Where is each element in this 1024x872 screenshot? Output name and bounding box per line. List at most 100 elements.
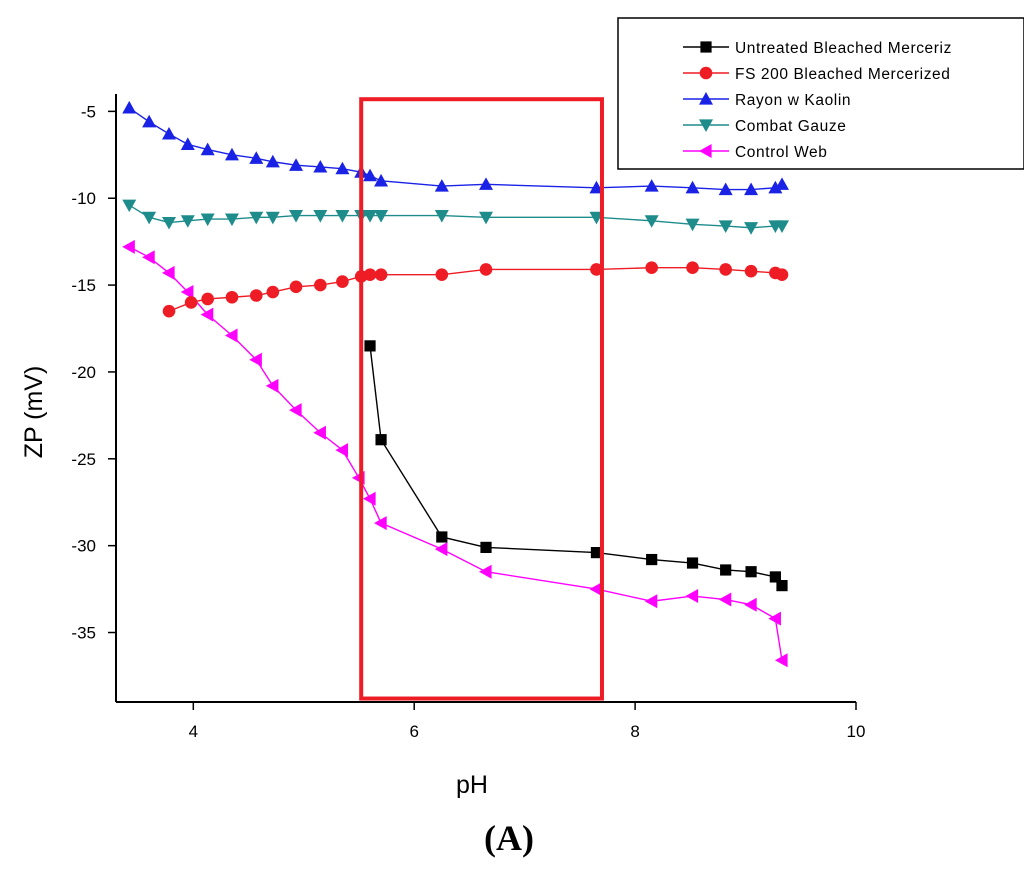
data-point <box>289 403 302 418</box>
y-tick-label: -35 <box>71 624 96 643</box>
data-point <box>335 443 349 458</box>
data-point <box>745 566 757 578</box>
data-point <box>374 210 389 223</box>
y-axis-title: ZP (mV) <box>20 366 48 459</box>
series-4 <box>122 199 789 235</box>
data-point <box>479 564 492 579</box>
data-point <box>289 210 304 223</box>
data-point <box>375 434 387 446</box>
data-point <box>162 304 176 318</box>
data-point <box>200 213 215 227</box>
legend-label: Untreated Bleached Merceriz <box>735 40 952 57</box>
data-point <box>364 340 376 352</box>
legend-marker <box>699 119 713 132</box>
data-point <box>686 261 699 275</box>
data-point <box>480 541 492 553</box>
data-point <box>225 290 239 304</box>
data-point <box>434 542 448 557</box>
data-point <box>266 285 280 299</box>
data-point <box>363 491 376 506</box>
legend-label: FS 200 Bleached Mercerized <box>735 66 950 83</box>
legend: Untreated Bleached Merceriz FS 200 Bleach… <box>617 17 1024 170</box>
y-tick-label: -10 <box>71 189 96 208</box>
series-line <box>369 345 783 587</box>
data-point <box>162 265 175 280</box>
data-point <box>718 592 732 607</box>
data-point <box>265 378 279 393</box>
data-point <box>744 264 758 278</box>
data-point <box>374 516 387 531</box>
data-point <box>313 159 328 173</box>
data-point <box>201 292 214 306</box>
legend-label: Control Web <box>735 144 827 161</box>
data-point <box>224 147 239 161</box>
data-point <box>744 222 759 235</box>
y-tick-label: -20 <box>71 363 96 382</box>
legend-marker <box>699 66 713 80</box>
series-2 <box>162 261 789 318</box>
data-point <box>775 268 789 281</box>
data-point <box>644 179 659 192</box>
data-point <box>776 580 788 592</box>
data-point <box>590 263 603 276</box>
data-point <box>200 307 214 322</box>
data-point <box>162 126 177 140</box>
data-point <box>434 210 449 223</box>
data-point <box>434 179 449 192</box>
data-point <box>249 352 262 367</box>
series-5 <box>122 239 788 668</box>
data-point <box>249 211 264 225</box>
data-point <box>289 158 304 171</box>
data-point <box>719 263 732 276</box>
legend-entry: FS 200 Bleached Mercerized <box>683 66 950 83</box>
data-point <box>180 137 195 150</box>
data-point <box>685 180 700 194</box>
data-point <box>313 210 328 223</box>
data-point <box>436 531 448 543</box>
data-point <box>363 210 378 223</box>
data-point <box>645 261 658 275</box>
data-point <box>775 177 789 190</box>
data-point <box>718 220 733 234</box>
data-point <box>479 177 493 190</box>
x-tick-label: 10 <box>847 722 866 741</box>
legend-box <box>617 17 1024 170</box>
legend-entry: Combat Gauze <box>683 118 846 135</box>
y-tick-label: -15 <box>71 276 96 295</box>
data-point <box>744 597 757 612</box>
plot-area: 4 6 8 10 -5 -10 -15 -20 -25 -30 -35 <box>71 94 865 741</box>
data-point <box>314 278 327 292</box>
data-point <box>265 154 280 168</box>
legend-label: Combat Gauze <box>735 118 846 135</box>
series-line <box>168 267 783 312</box>
data-point <box>718 182 733 196</box>
data-point <box>289 280 303 294</box>
x-tick-label: 4 <box>189 722 198 741</box>
y-tick-label: -25 <box>71 450 96 469</box>
data-point <box>775 220 789 234</box>
panel-label: (A) <box>484 818 534 858</box>
x-axis-ticks: 4 6 8 10 <box>189 702 866 741</box>
data-point <box>200 142 215 156</box>
data-point <box>720 564 732 576</box>
legend-marker <box>699 92 713 105</box>
data-point <box>479 211 493 225</box>
legend-marker <box>700 41 712 53</box>
x-axis-title: pH <box>456 771 488 799</box>
data-point <box>768 611 781 626</box>
data-point <box>589 180 604 194</box>
data-point <box>184 296 198 309</box>
legend-marker <box>699 144 712 158</box>
data-point <box>162 216 177 230</box>
data-point <box>744 182 759 196</box>
data-point <box>249 151 264 164</box>
x-tick-label: 8 <box>630 722 639 741</box>
data-point <box>374 173 389 187</box>
data-point <box>249 289 263 302</box>
x-tick-label: 6 <box>409 722 418 741</box>
y-axis-ticks: -5 -10 -15 -20 -25 -30 -35 <box>71 102 116 643</box>
data-point <box>768 180 783 194</box>
data-point <box>644 594 658 609</box>
data-point <box>336 275 349 288</box>
